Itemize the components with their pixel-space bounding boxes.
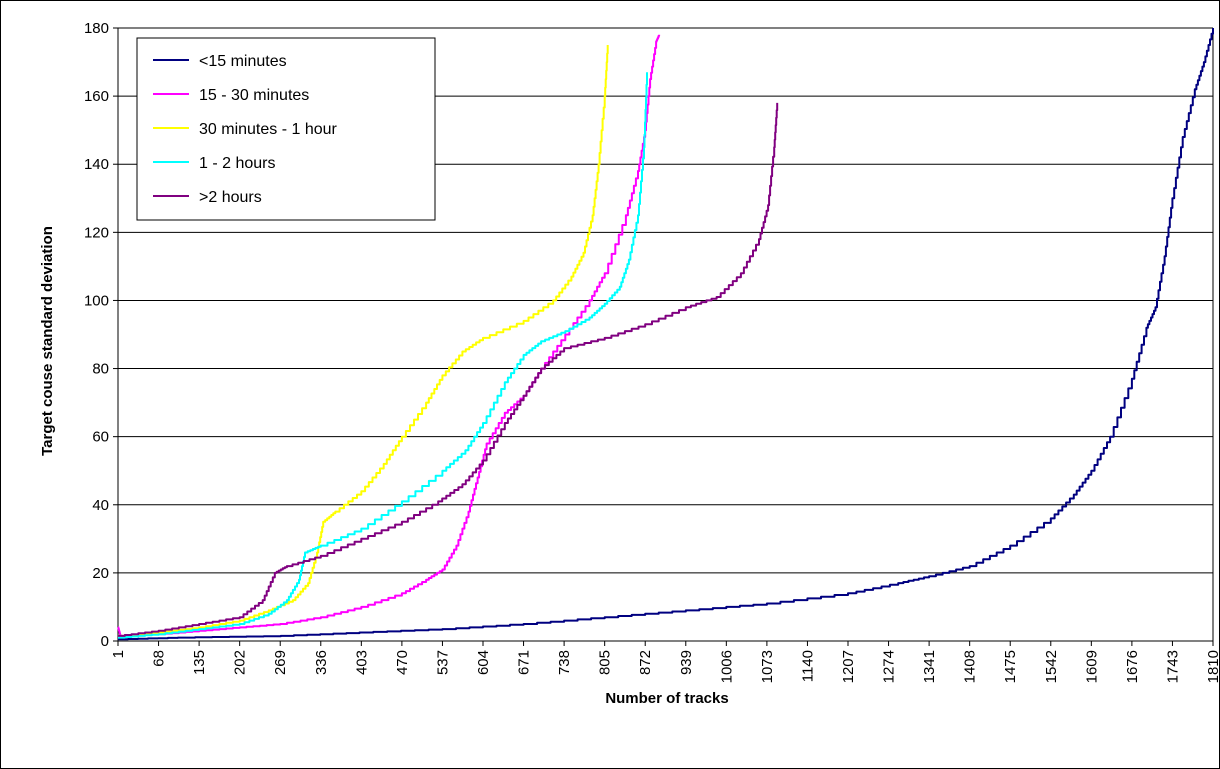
series-line-4 — [118, 72, 648, 639]
legend-label: 1 - 2 hours — [199, 155, 275, 172]
x-tick-label: 135 — [191, 650, 208, 675]
x-tick-label: 68 — [151, 650, 168, 667]
y-tick-label: 60 — [92, 429, 109, 446]
x-tick-label: 1207 — [840, 650, 857, 683]
legend: <15 minutes 15 - 30 minutes 30 minutes - 1… — [136, 37, 436, 221]
x-tick-label: 1810 — [1205, 650, 1220, 683]
y-tick-label: 100 — [84, 292, 109, 309]
legend-label: 30 minutes - 1 hour — [199, 121, 338, 138]
legend-label: >2 hours — [199, 189, 262, 206]
y-axis-title: Target couse standard deviation — [39, 226, 56, 456]
x-tick-label: 269 — [272, 650, 289, 675]
x-tick-label: 202 — [232, 650, 249, 675]
y-tick-label: 40 — [92, 497, 109, 514]
series-lines — [117, 28, 1214, 641]
y-tick-label: 80 — [92, 361, 109, 378]
series-line-1 — [118, 28, 1214, 641]
x-tick-label: 1140 — [799, 650, 816, 682]
x-tick-label: 1408 — [962, 650, 979, 683]
x-tick-label: 805 — [597, 650, 614, 675]
x-tick-label: 1 — [110, 650, 127, 658]
series-line-3 — [118, 45, 609, 637]
x-tick-label: 1073 — [759, 650, 776, 683]
x-tick-label: 1609 — [1083, 650, 1100, 683]
series-line-5 — [118, 102, 779, 637]
legend-label: <15 minutes — [199, 53, 287, 70]
x-tick-label: 671 — [516, 650, 533, 675]
x-tick-label: 470 — [394, 650, 411, 675]
x-tick-label: 872 — [637, 650, 654, 675]
x-tick-label: 939 — [678, 650, 695, 675]
x-tick-label: 738 — [556, 650, 573, 675]
x-tick-label: 403 — [353, 650, 370, 675]
x-tick-label: 1274 — [881, 650, 898, 683]
x-tick-label: 604 — [475, 650, 492, 675]
x-tick-label: 1006 — [718, 650, 735, 683]
x-tick-label: 1475 — [1002, 650, 1019, 683]
x-tick-label: 537 — [434, 650, 451, 675]
x-axis: 1 68 135 202 269 336 403 470 537 604 671 738 805 872 9… — [110, 641, 1220, 683]
x-tick-label: 1676 — [1124, 650, 1141, 683]
plot-area — [117, 28, 1214, 642]
x-tick-label: 1743 — [1164, 650, 1181, 683]
y-tick-label: 20 — [92, 565, 109, 582]
y-axis: 0 20 40 60 80 100 120 140 160 180 — [84, 20, 118, 650]
legend-label: 15 - 30 minutes — [199, 87, 309, 104]
x-tick-label: 336 — [313, 650, 330, 675]
x-tick-label: 1542 — [1043, 650, 1060, 683]
y-tick-label: 160 — [84, 88, 109, 105]
y-tick-label: 180 — [84, 20, 109, 37]
x-tick-label: 1341 — [921, 650, 938, 683]
series-line-2 — [117, 34, 661, 637]
x-axis-title: Number of tracks — [605, 690, 728, 707]
y-tick-label: 0 — [101, 633, 109, 650]
y-tick-label: 140 — [84, 156, 109, 173]
y-tick-label: 120 — [84, 224, 109, 241]
